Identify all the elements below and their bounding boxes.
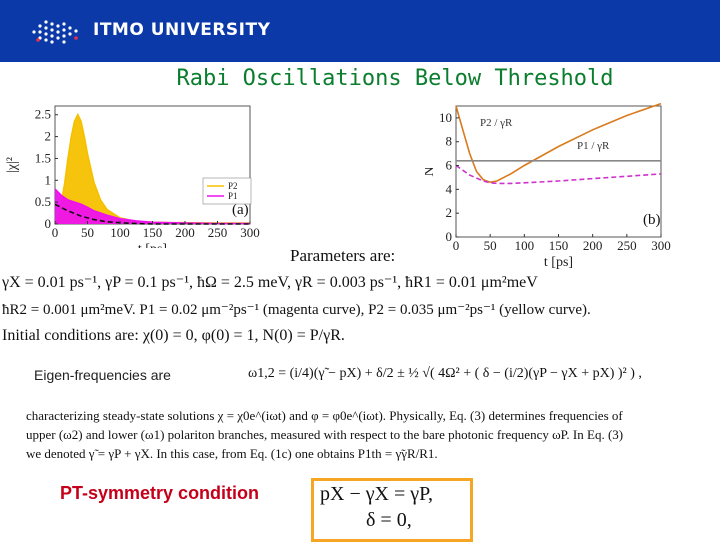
pt-symmetry-label: PT-symmetry condition xyxy=(60,483,260,503)
eigen-formula: ω1,2 = (i/4)(γ̃ − pX) + δ/2 ± ½ √( 4Ω² +… xyxy=(248,366,642,381)
plot-frame xyxy=(455,105,662,238)
y-tick-label: 2 xyxy=(446,205,453,220)
series-area-P1 xyxy=(55,189,250,224)
series-line-1 xyxy=(455,164,662,185)
y-tick-label: 4 xyxy=(446,181,453,196)
x-tick-label: 0 xyxy=(453,238,460,253)
x-tick-label: 0 xyxy=(52,225,59,240)
x-tick-label: 50 xyxy=(484,238,497,253)
pt-symmetry-box: pX − γX = γP, δ = 0, xyxy=(311,478,473,542)
x-tick-label: 150 xyxy=(143,225,163,240)
slide-title: Rabi Oscillations Below Threshold xyxy=(176,66,614,91)
series-line-P1 xyxy=(54,188,250,225)
x-tick-label: 50 xyxy=(81,225,94,240)
annotation-p1: P1 / γR xyxy=(577,140,610,152)
x-tick-label: 100 xyxy=(110,225,130,240)
y-tick-label: 0 xyxy=(446,229,453,244)
x-tick-label: 250 xyxy=(617,238,637,253)
params-line-1: γX = 0.01 ps⁻¹, γP = 0.1 ps⁻¹, ħΩ = 2.5 … xyxy=(2,274,538,291)
panel-label: (a) xyxy=(232,202,249,218)
y-tick-label: 6 xyxy=(446,158,453,173)
paragraph-line-1: characterizing steady-state solutions χ … xyxy=(26,408,623,423)
header-bar: ITMO UNIVERSITY xyxy=(0,0,720,62)
x-tick-label: 200 xyxy=(175,225,195,240)
y-tick-label: 0 xyxy=(45,216,52,231)
annotation-p2: P2 / γR xyxy=(480,117,513,129)
y-tick-label: 2 xyxy=(45,129,52,144)
paragraph-line-2: upper (ω2) and lower (ω1) polariton bran… xyxy=(26,427,624,442)
legend-label-P1: P1 xyxy=(228,191,238,201)
brand-name: ITMO UNIVERSITY xyxy=(93,20,271,40)
y-axis-label: N xyxy=(425,166,437,176)
params-line-2: ħR2 = 0.001 μm²meV. P1 = 0.02 μm⁻²ps⁻¹ (… xyxy=(2,302,591,318)
y-tick-label: 1 xyxy=(45,172,52,187)
y-tick-label: 8 xyxy=(446,134,453,149)
series-line-0 xyxy=(455,102,662,184)
paragraph-line-3: we denoted γ̃ = γP + γX. In this case, f… xyxy=(26,446,438,461)
legend-box xyxy=(202,177,252,205)
itmo-dot-grid-icon xyxy=(32,20,78,44)
x-tick-label: 200 xyxy=(583,238,603,253)
pt-equation-2: δ = 0, xyxy=(366,509,412,531)
x-tick-label: 300 xyxy=(240,225,260,240)
y-tick-label: 10 xyxy=(439,110,452,125)
initial-conditions: Initial conditions are: χ(0) = 0, φ(0) =… xyxy=(2,327,345,344)
y-tick-label: 1.5 xyxy=(35,150,51,165)
chart-b: 0 50 100 150 200 250 300 0 2 4 6 8 10 t [ps] N (b) P2 / … xyxy=(425,102,671,270)
chart-a: 0 50 100 150 200 250 300 0 0.5 1 1.5 2 2.5 t [ps] |χ|²… xyxy=(5,105,260,248)
x-axis-label: t [ps] xyxy=(544,255,573,270)
legend-label-P2: P2 xyxy=(228,181,238,191)
params-heading: Parameters are: xyxy=(290,246,396,265)
x-tick-label: 100 xyxy=(515,238,535,253)
x-tick-label: 300 xyxy=(651,238,671,253)
x-tick-label: 150 xyxy=(549,238,569,253)
x-tick-label: 250 xyxy=(208,225,228,240)
pt-equation-1: pX − γX = γP, xyxy=(320,483,434,505)
y-axis-label: |χ|² xyxy=(5,157,20,173)
x-axis-label: t [ps] xyxy=(138,242,167,248)
panel-label: (b) xyxy=(643,212,661,228)
y-tick-label: 2.5 xyxy=(35,107,51,122)
eigen-label: Eigen-frequencies are xyxy=(34,367,171,383)
y-tick-label: 0.5 xyxy=(35,194,51,209)
